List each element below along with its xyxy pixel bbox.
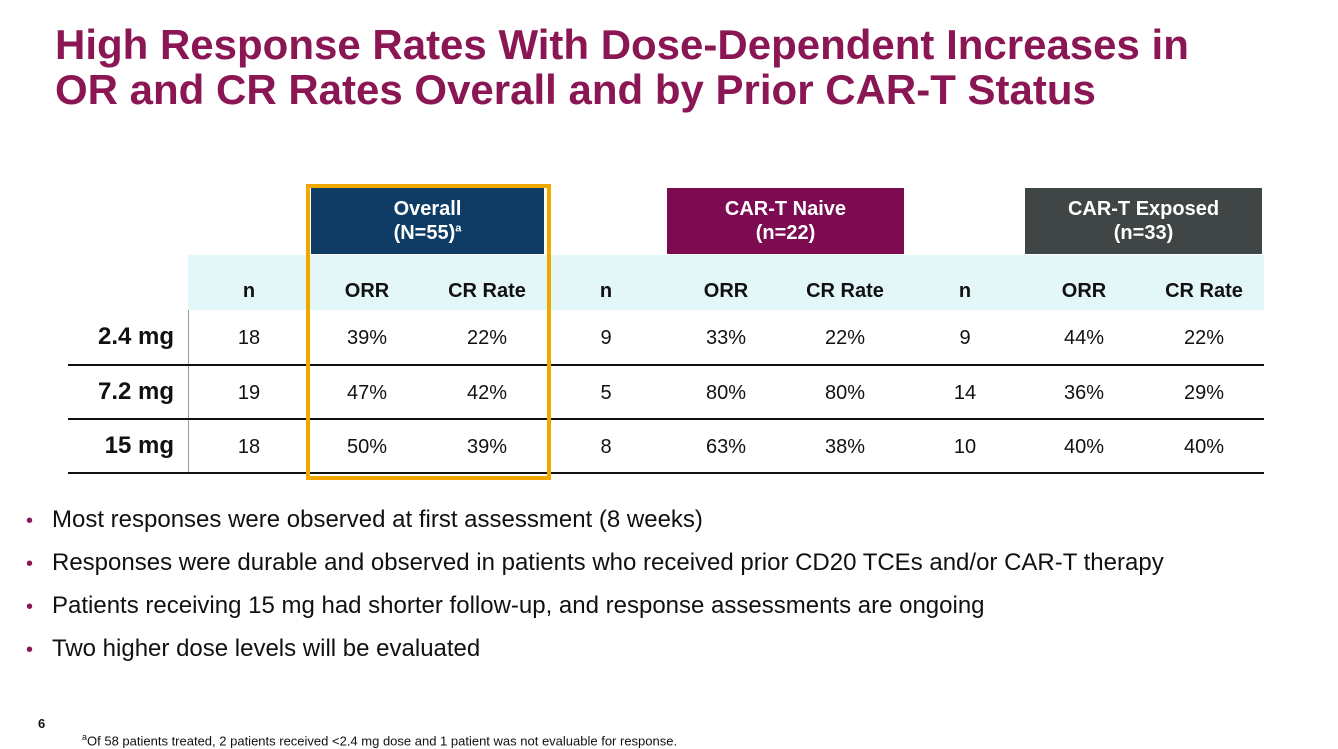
- column-header-cr-rate: CR Rate: [806, 280, 884, 302]
- table-cell: 18: [237, 436, 261, 458]
- group-header-overall-sub: (N=55): [393, 222, 456, 244]
- table-cell: 50%: [346, 436, 388, 458]
- column-header-orr: ORR: [1061, 280, 1107, 302]
- row-dose-label: 2.4 mg: [97, 323, 174, 350]
- column-header-orr: ORR: [703, 280, 749, 302]
- row-divider: [68, 418, 1264, 420]
- table-cell: 33%: [705, 327, 747, 349]
- group-header-cart-naive: CAR-T Naive (n=22): [667, 188, 904, 254]
- footnote-marker: a: [82, 732, 88, 742]
- bullet-dot: •: [26, 639, 34, 661]
- row-dose-label: 7.2 mg: [97, 378, 174, 405]
- table-cell: 80%: [705, 382, 747, 404]
- table-cell: 9: [600, 327, 612, 349]
- table-cell: 8: [600, 436, 612, 458]
- row-divider: [68, 364, 1264, 366]
- bullet-text: Responses were durable and observed in p…: [52, 549, 1164, 576]
- bullet-dot: •: [26, 510, 34, 532]
- row-divider: [68, 472, 1264, 474]
- slide-title-line1: High Response Rates With Dose-Dependent …: [55, 21, 1189, 68]
- column-header-n: n: [242, 280, 256, 302]
- table-cell: 42%: [466, 382, 508, 404]
- table-cell: 5: [600, 382, 612, 404]
- column-header-cr-rate: CR Rate: [1165, 280, 1243, 302]
- group-header-cart-naive-sub: (n=22): [755, 222, 816, 244]
- slide-title: High Response Rates With Dose-Dependent …: [55, 22, 1315, 112]
- bullet-item: • Patients receiving 15 mg had shorter fo…: [26, 592, 1164, 635]
- table-cell: 22%: [1183, 327, 1225, 349]
- table-cell: 47%: [346, 382, 388, 404]
- bullet-list: • Most responses were observed at first a…: [26, 506, 1164, 678]
- table-cell: 44%: [1063, 327, 1105, 349]
- column-header-n: n: [599, 280, 613, 302]
- bullet-item: • Most responses were observed at first a…: [26, 506, 1164, 549]
- column-header-row: [188, 255, 1264, 310]
- group-header-cart-naive-label: CAR-T Naive: [724, 198, 847, 220]
- column-header-orr: ORR: [344, 280, 390, 302]
- bullet-text: Two higher dose levels will be evaluated: [52, 635, 481, 662]
- column-header-cr-rate: CR Rate: [448, 280, 526, 302]
- table-cell: 38%: [824, 436, 866, 458]
- bullet-dot: •: [26, 596, 34, 618]
- group-header-overall: Overall (N=55)a: [311, 188, 544, 254]
- group-header-cart-exposed-label: CAR-T Exposed: [1067, 198, 1220, 220]
- bullet-dot: •: [26, 553, 34, 575]
- column-header-n: n: [958, 280, 972, 302]
- footnote-text: Of 58 patients treated, 2 patients recei…: [87, 733, 678, 749]
- table-cell: 80%: [824, 382, 866, 404]
- table-cell: 9: [959, 327, 971, 349]
- table-cell: 40%: [1183, 436, 1225, 458]
- label-column-divider: [188, 310, 189, 474]
- bullet-item: • Responses were durable and observed in …: [26, 549, 1164, 592]
- footnote-marker: a: [455, 222, 462, 235]
- table-cell: 22%: [466, 327, 508, 349]
- table-cell: 19: [237, 382, 261, 404]
- table-cell: 14: [953, 382, 977, 404]
- bullet-text: Patients receiving 15 mg had shorter fol…: [52, 592, 985, 619]
- group-header-cart-exposed-sub: (n=33): [1113, 222, 1174, 244]
- bullet-text: Most responses were observed at first as…: [52, 506, 703, 533]
- table-cell: 40%: [1063, 436, 1105, 458]
- table-cell: 18: [237, 327, 261, 349]
- table-cell: 39%: [346, 327, 388, 349]
- bullet-item: • Two higher dose levels will be evaluate…: [26, 635, 1164, 678]
- table-cell: 22%: [824, 327, 866, 349]
- group-header-cart-exposed: CAR-T Exposed (n=33): [1025, 188, 1262, 254]
- table-cell: 39%: [466, 436, 508, 458]
- table-cell: 36%: [1063, 382, 1105, 404]
- slide-title-line2: OR and CR Rates Overall and by Prior CAR…: [55, 66, 1096, 113]
- group-header-overall-label: Overall: [393, 198, 462, 220]
- page-number: 6: [38, 716, 46, 731]
- row-dose-label: 15 mg: [104, 432, 174, 459]
- overall-highlight-box: [306, 184, 551, 480]
- footnote: aOf 58 patients treated, 2 patients rece…: [82, 729, 677, 749]
- table-cell: 63%: [705, 436, 747, 458]
- table-cell: 29%: [1183, 382, 1225, 404]
- table-cell: 10: [953, 436, 977, 458]
